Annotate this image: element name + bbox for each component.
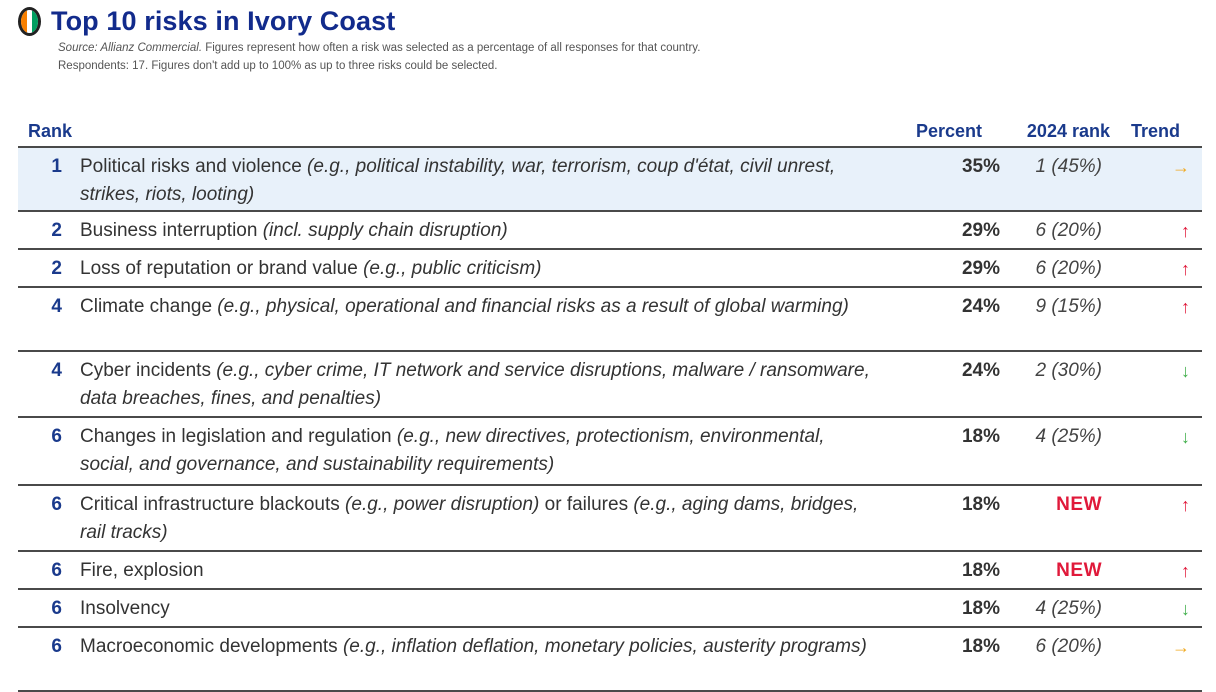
risk-description: Cyber incidents (e.g., cyber crime, IT n… bbox=[80, 357, 870, 413]
risk-rank: 4 bbox=[51, 296, 62, 317]
arrow-down-icon: ↓ bbox=[1181, 599, 1190, 619]
ivory-coast-flag-icon bbox=[18, 6, 41, 36]
risk-percent: 18% bbox=[961, 494, 1000, 515]
risk-rank: 6 bbox=[51, 494, 62, 515]
new-badge: NEW bbox=[1056, 494, 1102, 515]
risk-example-text: (e.g., aging dams, bridges, rail tracks) bbox=[80, 494, 859, 543]
risk-name: Political risks and violence bbox=[80, 156, 308, 177]
respondents-note: Respondents: 17. Figures don't add up to… bbox=[58, 60, 498, 72]
previous-rank: 2 (30%) bbox=[1035, 360, 1102, 381]
arrow-up-icon: ↑ bbox=[1181, 221, 1190, 241]
risk-percent: 24% bbox=[961, 296, 1000, 317]
table-row: 6 Critical infrastructure blackouts (e.g.… bbox=[18, 486, 1202, 552]
previous-rank: 6 (20%) bbox=[1035, 258, 1102, 279]
title-row: Top 10 risks in Ivory Coast bbox=[18, 4, 1206, 38]
table-row: 6 Insolvency 18% 4 (25%) ↓ bbox=[18, 590, 1202, 628]
risk-name: Climate change bbox=[80, 296, 218, 317]
arrow-down-icon: ↓ bbox=[1181, 427, 1190, 447]
table-header: Rank Percent 2024 rank Trend bbox=[18, 116, 1202, 148]
table-row: 6 Changes in legislation and regulation (… bbox=[18, 418, 1202, 486]
table-row: 1 Political risks and violence (e.g., pol… bbox=[18, 148, 1202, 212]
risk-percent: 29% bbox=[961, 220, 1000, 241]
risk-description: Macroeconomic developments (e.g., inflat… bbox=[80, 633, 870, 661]
risk-name: Macroeconomic developments bbox=[80, 636, 343, 657]
risk-percent: 35% bbox=[961, 156, 1000, 177]
table-row: 6 Fire, explosion 18% NEW ↑ bbox=[18, 552, 1202, 590]
column-header-percent: Percent bbox=[915, 120, 982, 141]
risk-percent: 18% bbox=[961, 598, 1000, 619]
risk-example-text: (incl. supply chain disruption) bbox=[262, 220, 508, 241]
risk-name: Fire, explosion bbox=[80, 560, 204, 581]
risk-description: Political risks and violence (e.g., poli… bbox=[80, 153, 870, 209]
new-badge: NEW bbox=[1056, 560, 1102, 581]
risk-rank: 4 bbox=[51, 360, 62, 381]
arrow-down-icon: ↓ bbox=[1181, 361, 1190, 381]
risk-description: Changes in legislation and regulation (e… bbox=[80, 423, 870, 479]
arrow-right-icon: → bbox=[1172, 637, 1190, 657]
risk-rank: 6 bbox=[51, 426, 62, 447]
risk-percent: 29% bbox=[961, 258, 1000, 279]
risk-description: Fire, explosion bbox=[80, 557, 870, 585]
risk-rank: 2 bbox=[51, 220, 62, 241]
risk-example-text: (e.g., new directives, protectionism, en… bbox=[80, 426, 825, 475]
source-note: Source: Allianz Commercial. Figures repr… bbox=[58, 38, 1206, 59]
table-row: 2 Loss of reputation or brand value (e.g.… bbox=[18, 250, 1202, 288]
risk-example-text: (e.g., inflation deflation, monetary pol… bbox=[342, 636, 867, 657]
previous-rank: 4 (25%) bbox=[1035, 598, 1102, 619]
risk-example-text: (e.g., public criticism) bbox=[363, 258, 542, 279]
risk-example-text: (e.g., power disruption) bbox=[345, 494, 540, 515]
risk-description: Insolvency bbox=[80, 595, 870, 623]
risk-rank: 6 bbox=[51, 636, 62, 657]
risk-example-text: (e.g., physical, operational and financi… bbox=[217, 296, 849, 317]
risk-description: Climate change (e.g., physical, operatio… bbox=[80, 293, 870, 321]
table-body: 1 Political risks and violence (e.g., pol… bbox=[18, 148, 1202, 692]
arrow-up-icon: ↑ bbox=[1181, 495, 1190, 515]
risk-percent: 18% bbox=[961, 426, 1000, 447]
previous-rank: 6 (20%) bbox=[1035, 636, 1102, 657]
column-header-trend: Trend bbox=[1130, 120, 1180, 141]
risk-name: Business interruption bbox=[80, 220, 263, 241]
table-row: 6 Macroeconomic developments (e.g., infla… bbox=[18, 628, 1202, 692]
risk-percent: 18% bbox=[961, 636, 1000, 657]
risk-name: Loss of reputation or brand value bbox=[80, 258, 364, 279]
risk-example-text: (e.g., cyber crime, IT network and servi… bbox=[80, 360, 870, 409]
risk-name: Insolvency bbox=[80, 598, 170, 619]
source-text: Figures represent how often a risk was s… bbox=[202, 42, 701, 54]
risk-rank: 6 bbox=[51, 560, 62, 581]
arrow-up-icon: ↑ bbox=[1181, 259, 1190, 279]
arrow-up-icon: ↑ bbox=[1181, 297, 1190, 317]
risk-description: Loss of reputation or brand value (e.g.,… bbox=[80, 255, 870, 283]
arrow-right-icon: → bbox=[1172, 157, 1190, 177]
previous-rank: 1 (45%) bbox=[1035, 156, 1102, 177]
table-row: 4 Cyber incidents (e.g., cyber crime, IT … bbox=[18, 352, 1202, 418]
risk-percent: 18% bbox=[961, 560, 1000, 581]
previous-rank: 4 (25%) bbox=[1035, 426, 1102, 447]
risk-rank: 2 bbox=[51, 258, 62, 279]
previous-rank: 6 (20%) bbox=[1035, 220, 1102, 241]
table-row: 2 Business interruption (incl. supply cha… bbox=[18, 212, 1202, 250]
arrow-up-icon: ↑ bbox=[1181, 561, 1190, 581]
column-header-rank: Rank bbox=[28, 120, 73, 141]
risk-table: Rank Percent 2024 rank Trend 1 Political … bbox=[18, 116, 1202, 692]
source-prefix: Source: Allianz Commercial. bbox=[58, 42, 203, 54]
risk-description: Business interruption (incl. supply chai… bbox=[80, 217, 870, 245]
report-header: Top 10 risks in Ivory Coast Source: Alli… bbox=[18, 4, 1206, 73]
risk-name: or failures bbox=[539, 494, 634, 515]
risk-example-text: (e.g., political instability, war, terro… bbox=[80, 156, 836, 205]
column-header-2024-rank: 2024 rank bbox=[1026, 120, 1110, 141]
risk-name: Cyber incidents bbox=[80, 360, 217, 381]
risk-name: Critical infrastructure blackouts bbox=[80, 494, 346, 515]
risk-description: Critical infrastructure blackouts (e.g.,… bbox=[80, 491, 870, 547]
previous-rank: 9 (15%) bbox=[1035, 296, 1102, 317]
risk-rank: 6 bbox=[51, 598, 62, 619]
risk-rank: 1 bbox=[51, 156, 62, 177]
table-row: 4 Climate change (e.g., physical, operati… bbox=[18, 288, 1202, 352]
risk-percent: 24% bbox=[961, 360, 1000, 381]
page-title: Top 10 risks in Ivory Coast bbox=[51, 5, 396, 36]
risk-name: Changes in legislation and regulation bbox=[80, 426, 397, 447]
